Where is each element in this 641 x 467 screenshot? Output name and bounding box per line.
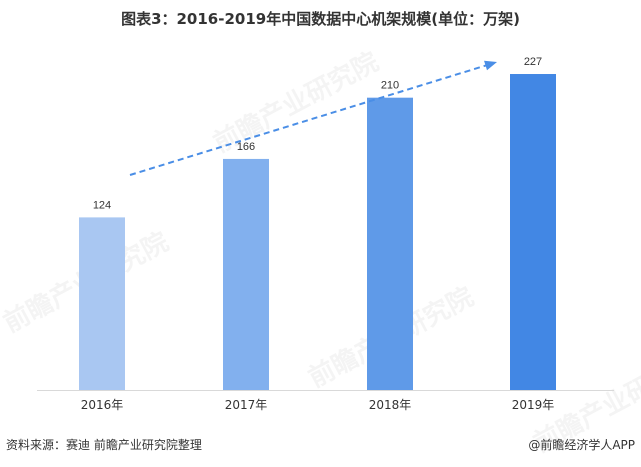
x-tick-2016年: 2016年	[81, 398, 124, 412]
data-label-2018年: 210	[381, 80, 399, 92]
bar-2016年	[79, 217, 125, 390]
source-note: 资料来源：赛迪 前瞻产业研究院整理	[6, 438, 202, 452]
data-label-2017年: 166	[237, 141, 255, 153]
bar-2017年	[223, 158, 269, 390]
x-tick-labels: 2016年 2017年 2018年 2019年	[81, 398, 555, 412]
data-label-2016年: 124	[93, 199, 111, 211]
bar-2019年	[510, 74, 556, 391]
data-label-2019年: 227	[524, 56, 542, 68]
brand-credit: @前瞻经济学人APP	[528, 438, 635, 452]
bar-2018年	[367, 97, 413, 391]
x-tick-2018年: 2018年	[369, 398, 412, 412]
trend-arrow	[129, 60, 497, 176]
trend-arrow-line	[129, 63, 490, 176]
bars-group	[79, 74, 556, 391]
trend-arrow-head	[484, 60, 497, 71]
x-tick-2017年: 2017年	[225, 398, 268, 412]
data-labels: 124 166 210 227	[93, 56, 542, 211]
x-tick-2019年: 2019年	[512, 398, 555, 412]
watermark-0: 前瞻产业研究院	[208, 46, 383, 159]
chart-title: 图表3：2016-2019年中国数据中心机架规模(单位：万架)	[121, 10, 520, 28]
